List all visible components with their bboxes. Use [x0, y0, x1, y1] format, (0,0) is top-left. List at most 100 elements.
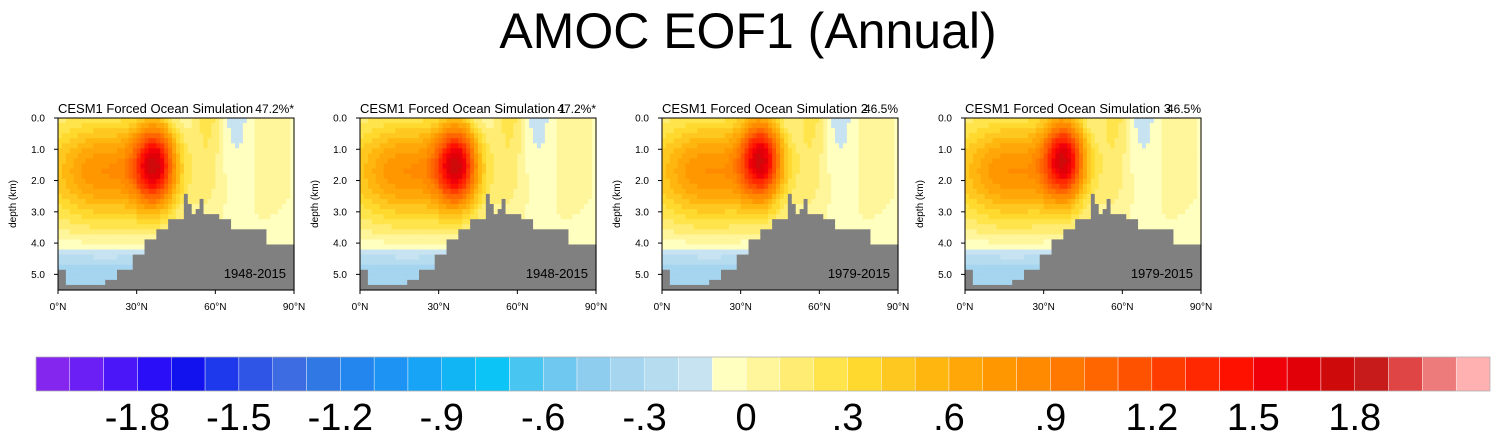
heatmap-cell	[223, 254, 228, 261]
heatmap-cell	[187, 148, 193, 155]
heatmap-cell	[442, 274, 448, 281]
heatmap-cell	[580, 148, 585, 155]
heatmap-cell	[693, 163, 698, 170]
heatmap-cell	[438, 269, 444, 276]
heatmap-cell	[128, 214, 134, 220]
heatmap-cell	[442, 163, 448, 170]
heatmap-cell	[446, 254, 452, 261]
heatmap-cell	[430, 234, 436, 241]
heatmap-cell	[97, 284, 102, 291]
heatmap-cell	[235, 193, 240, 200]
heatmap-cell	[677, 279, 683, 286]
heatmap-cell	[117, 204, 122, 210]
heatmap-cell	[450, 224, 455, 230]
heatmap-cell	[489, 133, 495, 139]
heatmap-cell	[556, 133, 562, 139]
heatmap-cell	[560, 264, 566, 271]
heatmap-cell	[521, 274, 526, 281]
heatmap-cell	[203, 193, 209, 200]
heatmap-cell	[77, 249, 83, 256]
heatmap-cell	[124, 239, 130, 246]
heatmap-cell	[474, 204, 479, 210]
heatmap-cell	[262, 178, 268, 185]
heatmap-cell	[242, 173, 248, 180]
heatmap-cell	[242, 279, 248, 286]
heatmap-cell	[195, 279, 201, 286]
heatmap-cell	[399, 143, 404, 149]
heatmap-cell	[419, 143, 424, 149]
heatmap-cell	[93, 239, 98, 246]
heatmap-cell	[697, 138, 702, 144]
heatmap-cell	[227, 254, 232, 261]
heatmap-cell	[231, 264, 236, 271]
heatmap-cell	[282, 269, 287, 276]
heatmap-cell	[270, 118, 275, 124]
heatmap-cell	[379, 143, 385, 149]
heatmap-cell	[454, 168, 459, 175]
heatmap-cell	[576, 209, 581, 215]
heatmap-cell	[274, 234, 279, 241]
heatmap-cell	[736, 133, 742, 139]
heatmap-cell	[187, 239, 193, 246]
heatmap-cell	[728, 264, 734, 271]
heatmap-cell	[207, 163, 212, 170]
heatmap-cell	[274, 193, 279, 200]
heatmap-cell	[748, 279, 754, 286]
heatmap-cell	[665, 204, 671, 210]
heatmap-cell	[97, 254, 102, 261]
heatmap-cell	[89, 234, 94, 241]
heatmap-cell	[113, 153, 118, 160]
heatmap-cell	[168, 163, 173, 170]
heatmap-cell	[517, 204, 522, 210]
heatmap-cell	[748, 128, 754, 134]
heatmap-cell	[415, 259, 420, 266]
heatmap-cell	[286, 138, 291, 144]
heatmap-cell	[395, 219, 400, 225]
heatmap-cell	[677, 183, 683, 190]
heatmap-cell	[144, 178, 150, 185]
heatmap-cell	[728, 244, 734, 251]
heatmap-cell	[756, 284, 761, 291]
heatmap-cell	[235, 239, 240, 246]
heatmap-cell	[371, 224, 377, 230]
heatmap-cell	[187, 168, 193, 175]
heatmap-cell	[363, 234, 369, 241]
heatmap-cell	[529, 163, 534, 170]
heatmap-cell	[481, 193, 487, 200]
heatmap-cell	[713, 204, 718, 210]
heatmap-cell	[371, 259, 377, 266]
heatmap-cell	[426, 254, 432, 261]
heatmap-cell	[724, 183, 730, 190]
heatmap-cell	[172, 264, 177, 271]
heatmap-cell	[478, 209, 483, 215]
heatmap-cell	[744, 193, 750, 200]
heatmap-cell	[501, 239, 507, 246]
heatmap-cell	[478, 138, 483, 144]
heatmap-cell	[109, 229, 114, 235]
heatmap-cell	[681, 219, 687, 225]
heatmap-cell	[61, 138, 67, 144]
heatmap-cell	[736, 193, 742, 200]
heatmap-cell	[669, 148, 675, 155]
x-tick-label: 60°N	[506, 302, 528, 313]
heatmap-cell	[164, 284, 169, 291]
heatmap-cell	[705, 158, 710, 165]
heatmap-cell	[544, 284, 550, 291]
heatmap-cell	[505, 284, 511, 291]
heatmap-cell	[544, 178, 550, 185]
heatmap-cell	[537, 269, 542, 276]
heatmap-cell	[681, 249, 687, 256]
heatmap-cell	[662, 128, 667, 134]
heatmap-cell	[450, 219, 455, 225]
heatmap-cell	[568, 274, 573, 281]
heatmap-cell	[101, 158, 106, 165]
heatmap-cell	[77, 259, 83, 266]
heatmap-cell	[564, 254, 570, 261]
heatmap-cell	[411, 178, 416, 185]
heatmap-cell	[179, 163, 185, 170]
heatmap-cell	[223, 274, 228, 281]
heatmap-cell	[560, 249, 566, 256]
heatmap-cell	[152, 193, 157, 200]
heatmap-cell	[363, 153, 369, 160]
heatmap-cell	[540, 178, 546, 185]
